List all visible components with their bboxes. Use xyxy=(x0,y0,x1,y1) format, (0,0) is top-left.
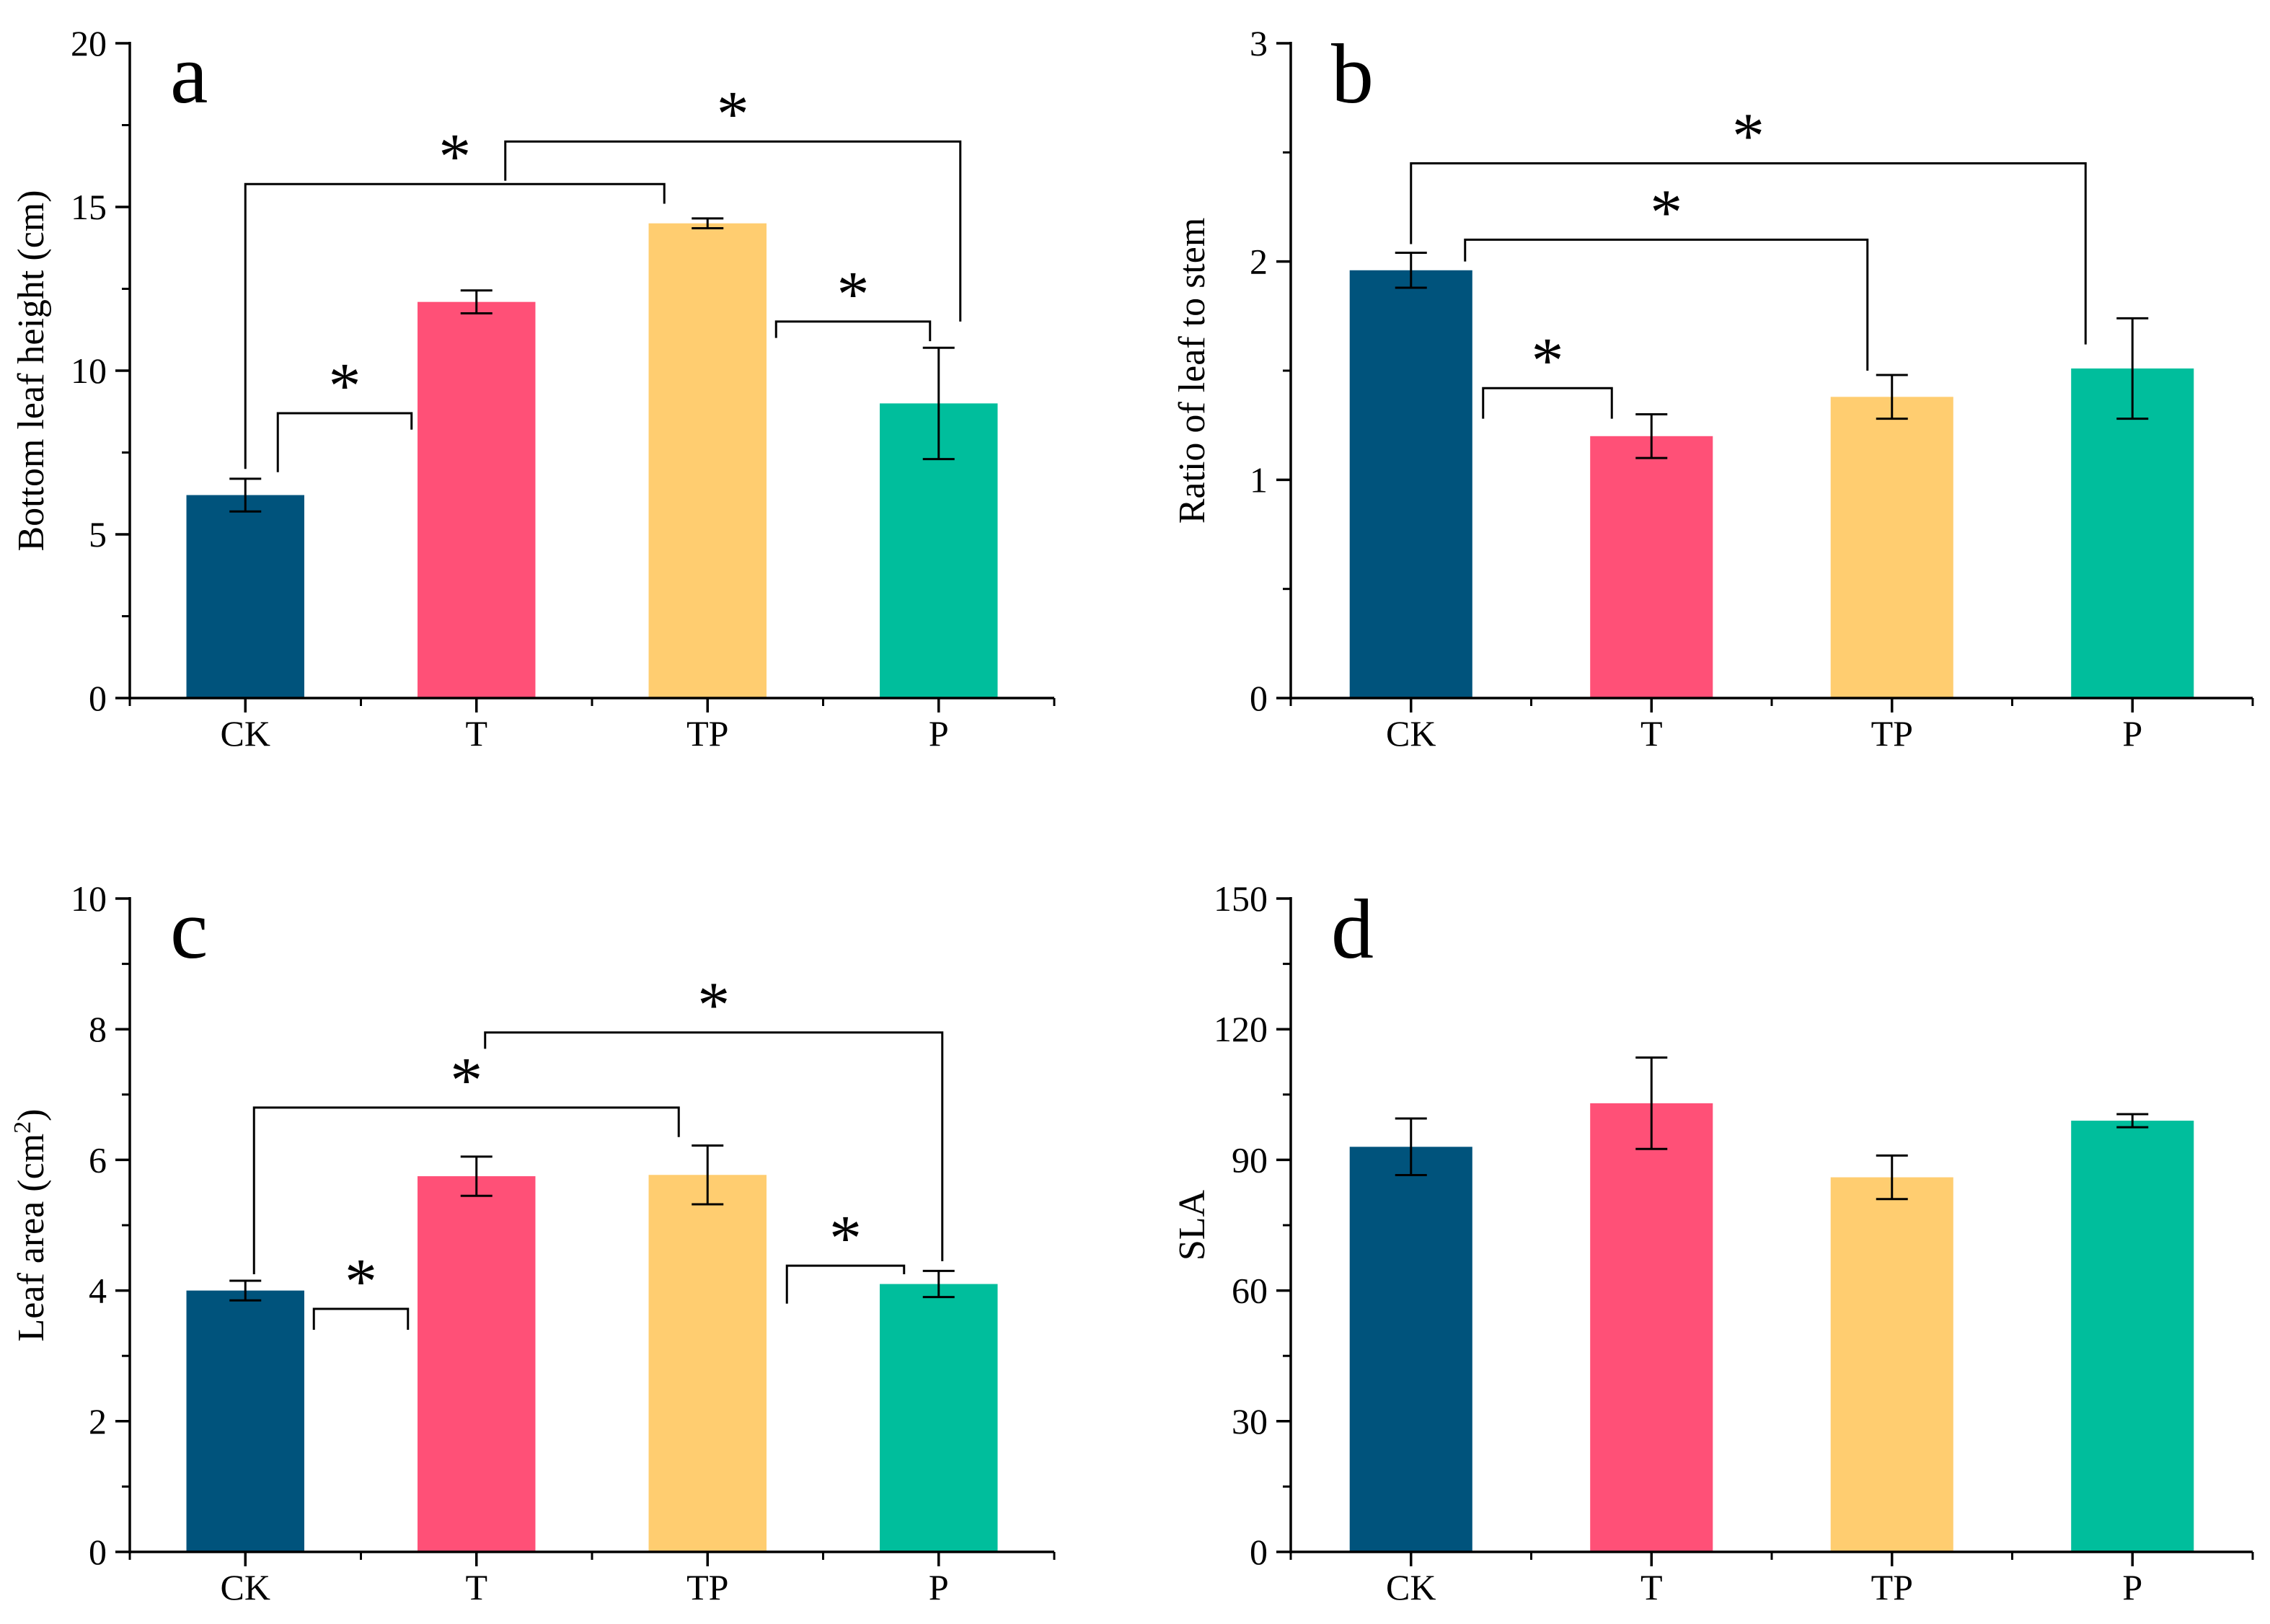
bar-t xyxy=(1590,1103,1713,1552)
x-tick-label-tp: TP xyxy=(686,713,728,754)
y-tick-label: 8 xyxy=(89,1009,107,1049)
chart-panel-a: 0 5 10 15 20 CK T TP P Bottom leaf height (cm) a * *… xyxy=(11,23,1056,754)
bar-tp xyxy=(1830,397,1953,698)
x-tick-label-p: P xyxy=(929,713,949,754)
y-tick-label: 30 xyxy=(1232,1401,1268,1442)
significance-star: * xyxy=(329,350,361,422)
bar-t xyxy=(418,1176,536,1552)
chart-panel-b: 0 1 2 3 CK T TP P Ratio of leaf to stem b * * * xyxy=(1172,23,2254,754)
y-axis-title-end: ) xyxy=(11,1109,52,1121)
significance-bracket xyxy=(1410,162,2087,345)
y-tick-label: 20 xyxy=(71,23,107,63)
significance-star: * xyxy=(438,121,471,193)
significance-star: * xyxy=(1532,325,1564,397)
y-tick-label: 150 xyxy=(1214,878,1268,919)
bar-tp xyxy=(1830,1177,1953,1552)
chart-panel-c: 0 2 4 6 8 10 CK T TP P Leaf area (cm2) c * * * * xyxy=(9,878,1056,1607)
y-tick-label: 10 xyxy=(71,350,107,391)
x-tick-label-p: P xyxy=(929,1567,949,1607)
significance-star: * xyxy=(450,1045,482,1116)
significance-bracket xyxy=(252,1106,680,1274)
bar-p xyxy=(2071,1121,2194,1552)
x-tick-label-tp: TP xyxy=(1871,713,1913,754)
significance-bracket xyxy=(244,182,666,469)
significance-star: * xyxy=(345,1246,377,1318)
panel-letter: a xyxy=(170,27,208,121)
significance-star: * xyxy=(1732,100,1765,172)
y-tick-label: 2 xyxy=(1250,242,1268,282)
significance-bracket xyxy=(774,320,932,342)
x-tick-label-tp: TP xyxy=(1871,1567,1913,1607)
significance-star: * xyxy=(829,1203,862,1274)
y-tick-label: 1 xyxy=(1250,459,1268,500)
x-tick-label-ck: CK xyxy=(221,1567,270,1607)
bar-ck xyxy=(1349,270,1472,699)
y-tick-label: 120 xyxy=(1214,1009,1268,1049)
significance-bracket xyxy=(1464,238,1869,371)
y-axis-title-superscript: 2 xyxy=(9,1121,36,1134)
significance-bracket xyxy=(1482,387,1613,419)
y-axis-title: Ratio of leaf to stem xyxy=(1172,218,1213,524)
y-axis-title: Bottom leaf height (cm) xyxy=(11,190,52,551)
x-tick-label-t: T xyxy=(1640,713,1663,754)
y-tick-label: 4 xyxy=(89,1271,107,1311)
x-tick-label-p: P xyxy=(2122,713,2142,754)
significance-bracket xyxy=(504,140,962,322)
y-tick-label: 5 xyxy=(89,514,107,555)
y-axis-title: SLA xyxy=(1172,1189,1213,1261)
x-tick-label-ck: CK xyxy=(221,713,270,754)
x-tick-label-p: P xyxy=(2122,1567,2142,1607)
significance-bracket xyxy=(484,1031,944,1261)
significance-bracket xyxy=(276,412,413,472)
x-tick-label-t: T xyxy=(465,713,487,754)
x-tick-label-ck: CK xyxy=(1386,1567,1436,1607)
significance-star: * xyxy=(717,79,749,150)
bar-ck xyxy=(1349,1147,1472,1552)
y-tick-label: 0 xyxy=(89,678,107,718)
y-tick-label: 0 xyxy=(89,1532,107,1572)
significance-bracket xyxy=(312,1307,410,1330)
y-tick-label: 0 xyxy=(1250,1532,1268,1572)
significance-star: * xyxy=(697,970,730,1041)
y-tick-label: 0 xyxy=(1250,678,1268,718)
y-tick-label: 90 xyxy=(1232,1139,1268,1180)
panel-letter: c xyxy=(170,882,208,976)
significance-bracket xyxy=(785,1264,906,1304)
bar-tp xyxy=(648,1175,767,1552)
x-tick-label-tp: TP xyxy=(686,1567,728,1607)
bar-t xyxy=(418,301,536,698)
significance-star: * xyxy=(1650,177,1682,248)
panel-letter: d xyxy=(1331,882,1374,976)
y-tick-label: 2 xyxy=(89,1401,107,1442)
y-tick-label: 6 xyxy=(89,1139,107,1180)
bar-t xyxy=(1590,436,1713,698)
y-tick-label: 60 xyxy=(1232,1271,1268,1311)
bar-p xyxy=(880,1284,998,1552)
significance-star: * xyxy=(837,259,870,330)
chart-panel-d: 0 30 60 90 120 150 CK T TP P SLA d xyxy=(1172,878,2254,1607)
y-tick-label: 10 xyxy=(71,878,107,919)
y-axis-title: Leaf area (cm2) xyxy=(9,1109,52,1342)
bar-p xyxy=(2071,368,2194,698)
y-tick-label: 3 xyxy=(1250,23,1268,63)
x-tick-label-t: T xyxy=(1640,1567,1663,1607)
bar-tp xyxy=(648,223,767,698)
x-tick-label-ck: CK xyxy=(1386,713,1436,754)
panel-letter: b xyxy=(1331,27,1374,121)
y-tick-label: 15 xyxy=(71,187,107,227)
bar-ck xyxy=(186,1290,304,1552)
bar-ck xyxy=(186,495,304,698)
x-tick-label-t: T xyxy=(465,1567,487,1607)
